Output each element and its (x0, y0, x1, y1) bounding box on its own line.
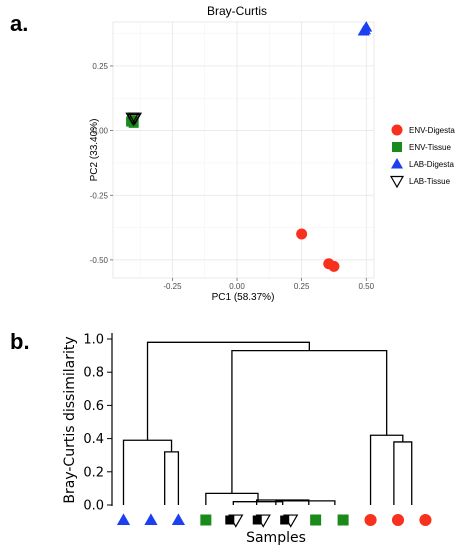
chart-b-leaf-markers (116, 513, 432, 528)
chart-b-x-axis-label: Samples (246, 530, 306, 546)
dendrogram-link (255, 499, 310, 505)
leaf-marker-lab-digesta (171, 513, 185, 525)
y-tick-label: 0.4 (83, 432, 104, 447)
legend-label: LAB-Digesta (409, 160, 454, 169)
dendrogram-link (369, 434, 404, 505)
data-point-env-tissue (128, 117, 139, 128)
leaf-marker-env-digesta (364, 513, 377, 527)
pcoa-scatter-chart: Bray-Curtis -0.25 0.00 0.25 0.50 -0.50 -0.25… (89, 4, 455, 303)
x-tick-label: 0.00 (229, 282, 245, 291)
chart-a-y-ticks: -0.50 -0.25 0.00 0.25 (90, 62, 113, 265)
chart-a-legend: ENV-Digesta ENV-Tissue LAB-Digesta LAB-Tiss… (389, 124, 455, 189)
x-tick-label: 0.25 (294, 282, 310, 291)
chart-a-x-axis-label: PC1 (58.37%) (212, 292, 275, 303)
x-tick-label: -0.25 (163, 282, 182, 291)
leaf-marker-lab-digesta (144, 513, 158, 525)
y-tick-label: 0.0 (83, 499, 104, 514)
x-tick-label: 0.50 (358, 282, 374, 291)
data-point-env-digesta (328, 260, 340, 272)
chart-a-y-axis-label: PC2 (33.40%) (89, 119, 100, 182)
legend-marker-env-digesta (391, 124, 403, 136)
chart-a-points (125, 21, 373, 272)
chart-a-title: Bray-Curtis (207, 4, 267, 18)
panel-letter-a: a. (10, 11, 28, 36)
dendrogram-link (205, 492, 259, 505)
y-tick-label: 0.25 (92, 62, 108, 71)
dendrogram-link (275, 500, 336, 505)
legend-marker-lab-digesta (391, 158, 403, 169)
leaf-marker-square-overlap (280, 515, 290, 525)
leaf-marker-lab-tissue (255, 514, 271, 528)
leaf-marker-env-digesta (419, 513, 432, 527)
chart-a-x-ticks: -0.25 0.00 0.25 0.50 (163, 278, 375, 291)
chart-b-tree (122, 341, 413, 505)
y-tick-label: 0.00 (92, 127, 108, 136)
legend-marker-lab-tissue (389, 175, 405, 189)
leaf-marker-lab-tissue (283, 514, 299, 528)
dendrogram-link (146, 341, 310, 441)
legend-label: LAB-Tissue (409, 177, 451, 186)
legend-label: ENV-Digesta (409, 126, 455, 135)
dendrogram-link (164, 451, 180, 505)
data-point-env-digesta (296, 228, 308, 240)
leaf-marker-square-overlap (225, 515, 235, 525)
leaf-marker-env-tissue (200, 514, 212, 526)
chart-b-y-ticks: 0.0 0.2 0.4 0.6 0.8 1.0 (83, 333, 112, 514)
chart-b-y-axis-label: Bray-Curtis dissimilarity (62, 336, 78, 503)
y-tick-label: 0.2 (83, 465, 104, 480)
y-tick-label: 0.8 (83, 366, 104, 381)
leaf-marker-square-overlap (252, 515, 262, 525)
dendrogram-link (231, 349, 388, 494)
y-tick-label: 1.0 (83, 333, 104, 348)
leaf-marker-lab-tissue (228, 514, 244, 528)
dendrogram-chart: 0.0 0.2 0.4 0.6 0.8 1.0 Samples Bray-Curtis d… (62, 333, 432, 546)
leaf-marker-env-tissue (337, 514, 349, 526)
chart-a-panel (112, 21, 375, 279)
y-tick-label: 0.6 (83, 399, 104, 414)
data-point-lab-digesta (360, 21, 373, 32)
panel-letter-b: b. (10, 329, 30, 354)
leaf-marker-env-digesta (391, 513, 405, 527)
data-point-lab-tissue (127, 112, 142, 125)
dendrogram-link (393, 441, 413, 505)
leaf-marker-env-tissue (310, 514, 322, 526)
legend-label: ENV-Tissue (409, 143, 451, 152)
y-tick-label: -0.50 (90, 256, 109, 265)
legend-marker-env-tissue (392, 142, 402, 152)
leaf-marker-lab-digesta (116, 513, 131, 525)
y-tick-label: -0.25 (90, 191, 109, 200)
